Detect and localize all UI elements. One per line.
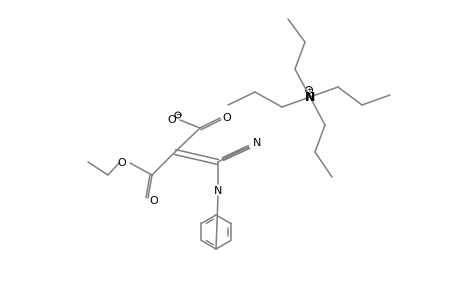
Text: N: N: [252, 138, 261, 148]
Text: O: O: [118, 158, 126, 168]
Text: −: −: [175, 112, 180, 118]
Text: O: O: [149, 196, 158, 206]
Text: N: N: [304, 91, 314, 103]
Text: O: O: [222, 113, 231, 123]
Text: N: N: [213, 186, 222, 196]
Text: +: +: [305, 87, 311, 93]
Text: O: O: [167, 115, 176, 125]
